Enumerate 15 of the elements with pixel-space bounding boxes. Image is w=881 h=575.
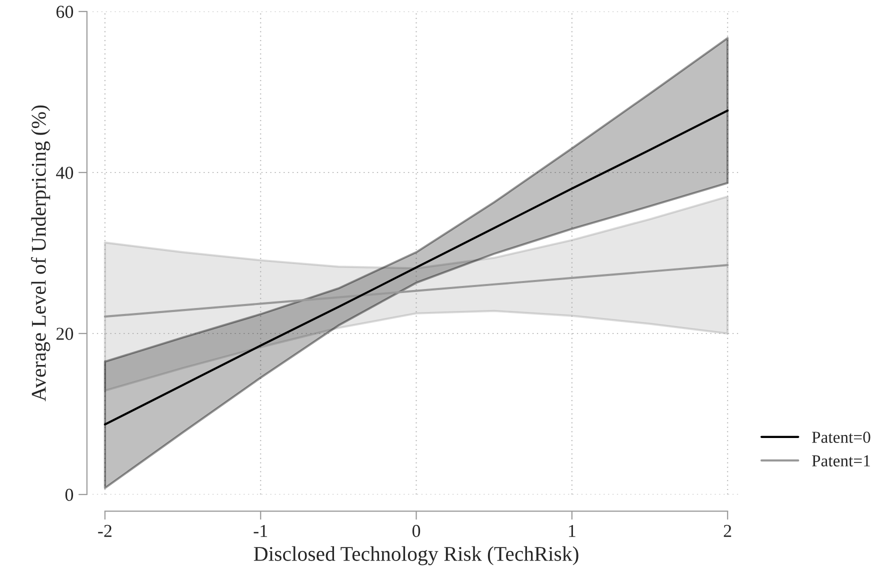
y-tick-label: 20 [56, 328, 74, 340]
y-tick-label: 60 [56, 6, 74, 18]
x-tick-label: -2 [98, 524, 112, 537]
x-tick-label: 2 [724, 524, 732, 537]
y-tick-label: 40 [56, 166, 74, 179]
legend-label: Patent=0 [812, 432, 870, 443]
y-tick-label: 0 [65, 488, 74, 501]
y-axis-title: Average Level of Underpricing (%) [30, 105, 50, 402]
line-series [104, 264, 729, 318]
x-tick-label: -1 [254, 524, 268, 537]
x-tick-label: 0 [412, 524, 420, 538]
x-axis-title: Disclosed Technology Risk (TechRisk) [254, 546, 578, 566]
line-series [104, 109, 729, 426]
x-tick-label: 1 [569, 524, 576, 537]
legend-label: Patent=1 [812, 455, 870, 466]
